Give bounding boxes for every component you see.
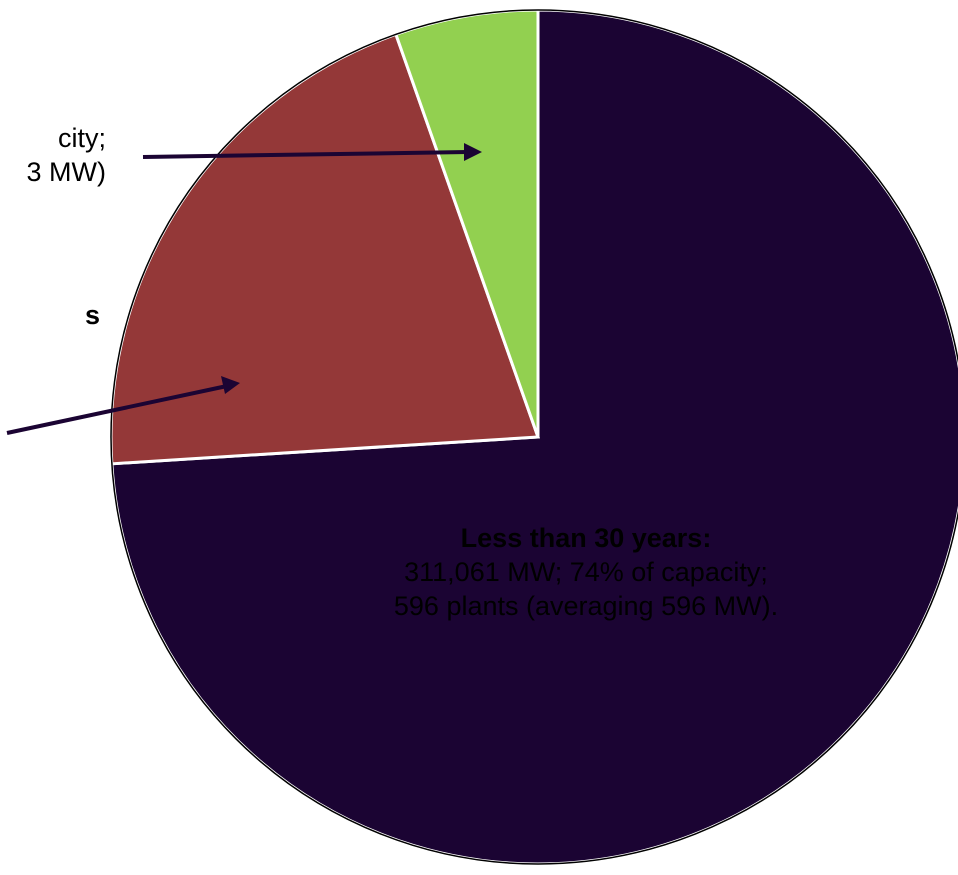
pie-slices <box>109 8 958 866</box>
annotation-green-line-1: city; <box>57 123 106 153</box>
annotation-arrows <box>6 143 482 435</box>
annotation-red-slice: s <box>85 298 100 332</box>
annotation-dark-title: Less than 30 years: <box>460 523 712 553</box>
annotation-red-line-1: s <box>84 300 100 330</box>
annotation-green-slice: city; 3 MW) <box>27 121 106 189</box>
arrowhead-red-slice <box>221 376 240 394</box>
annotation-dark-line-1: 311,061 MW; 74% of capacity; <box>404 557 768 587</box>
annotation-dark-line-2: 596 plants (averaging 596 MW). <box>393 591 779 621</box>
arrowhead-green-slice <box>464 143 482 161</box>
arrow-green-slice <box>142 150 469 159</box>
arrow-red-slice <box>6 384 228 435</box>
annotation-green-line-2: 3 MW) <box>26 157 106 187</box>
pie-outline <box>110 9 958 865</box>
